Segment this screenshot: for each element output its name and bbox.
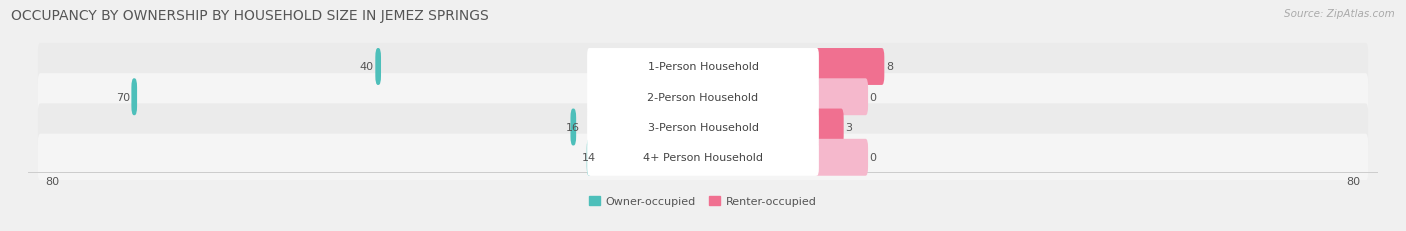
FancyBboxPatch shape bbox=[571, 109, 576, 146]
FancyBboxPatch shape bbox=[375, 49, 381, 85]
Text: 70: 70 bbox=[115, 92, 129, 102]
FancyBboxPatch shape bbox=[588, 109, 818, 146]
FancyBboxPatch shape bbox=[38, 104, 1368, 151]
FancyBboxPatch shape bbox=[814, 79, 868, 116]
FancyBboxPatch shape bbox=[814, 109, 844, 146]
FancyBboxPatch shape bbox=[38, 44, 1368, 91]
Text: 40: 40 bbox=[360, 62, 374, 72]
Text: 80: 80 bbox=[45, 176, 59, 186]
FancyBboxPatch shape bbox=[38, 74, 1368, 121]
FancyBboxPatch shape bbox=[38, 134, 1368, 181]
Text: 2-Person Household: 2-Person Household bbox=[647, 92, 759, 102]
FancyBboxPatch shape bbox=[588, 139, 818, 176]
Text: 1-Person Household: 1-Person Household bbox=[648, 62, 758, 72]
Text: 14: 14 bbox=[582, 153, 596, 163]
FancyBboxPatch shape bbox=[814, 49, 884, 85]
FancyBboxPatch shape bbox=[131, 79, 136, 116]
Text: 0: 0 bbox=[870, 153, 877, 163]
Text: 3: 3 bbox=[845, 122, 852, 132]
Text: 8: 8 bbox=[886, 62, 893, 72]
Text: 80: 80 bbox=[1347, 176, 1361, 186]
Text: 3-Person Household: 3-Person Household bbox=[648, 122, 758, 132]
FancyBboxPatch shape bbox=[588, 49, 818, 85]
FancyBboxPatch shape bbox=[586, 139, 592, 176]
FancyBboxPatch shape bbox=[588, 79, 818, 116]
Text: 4+ Person Household: 4+ Person Household bbox=[643, 153, 763, 163]
Text: 0: 0 bbox=[870, 92, 877, 102]
Text: Source: ZipAtlas.com: Source: ZipAtlas.com bbox=[1284, 9, 1395, 19]
Legend: Owner-occupied, Renter-occupied: Owner-occupied, Renter-occupied bbox=[585, 191, 821, 211]
FancyBboxPatch shape bbox=[814, 139, 868, 176]
Text: OCCUPANCY BY OWNERSHIP BY HOUSEHOLD SIZE IN JEMEZ SPRINGS: OCCUPANCY BY OWNERSHIP BY HOUSEHOLD SIZE… bbox=[11, 9, 489, 23]
Text: 16: 16 bbox=[567, 122, 581, 132]
